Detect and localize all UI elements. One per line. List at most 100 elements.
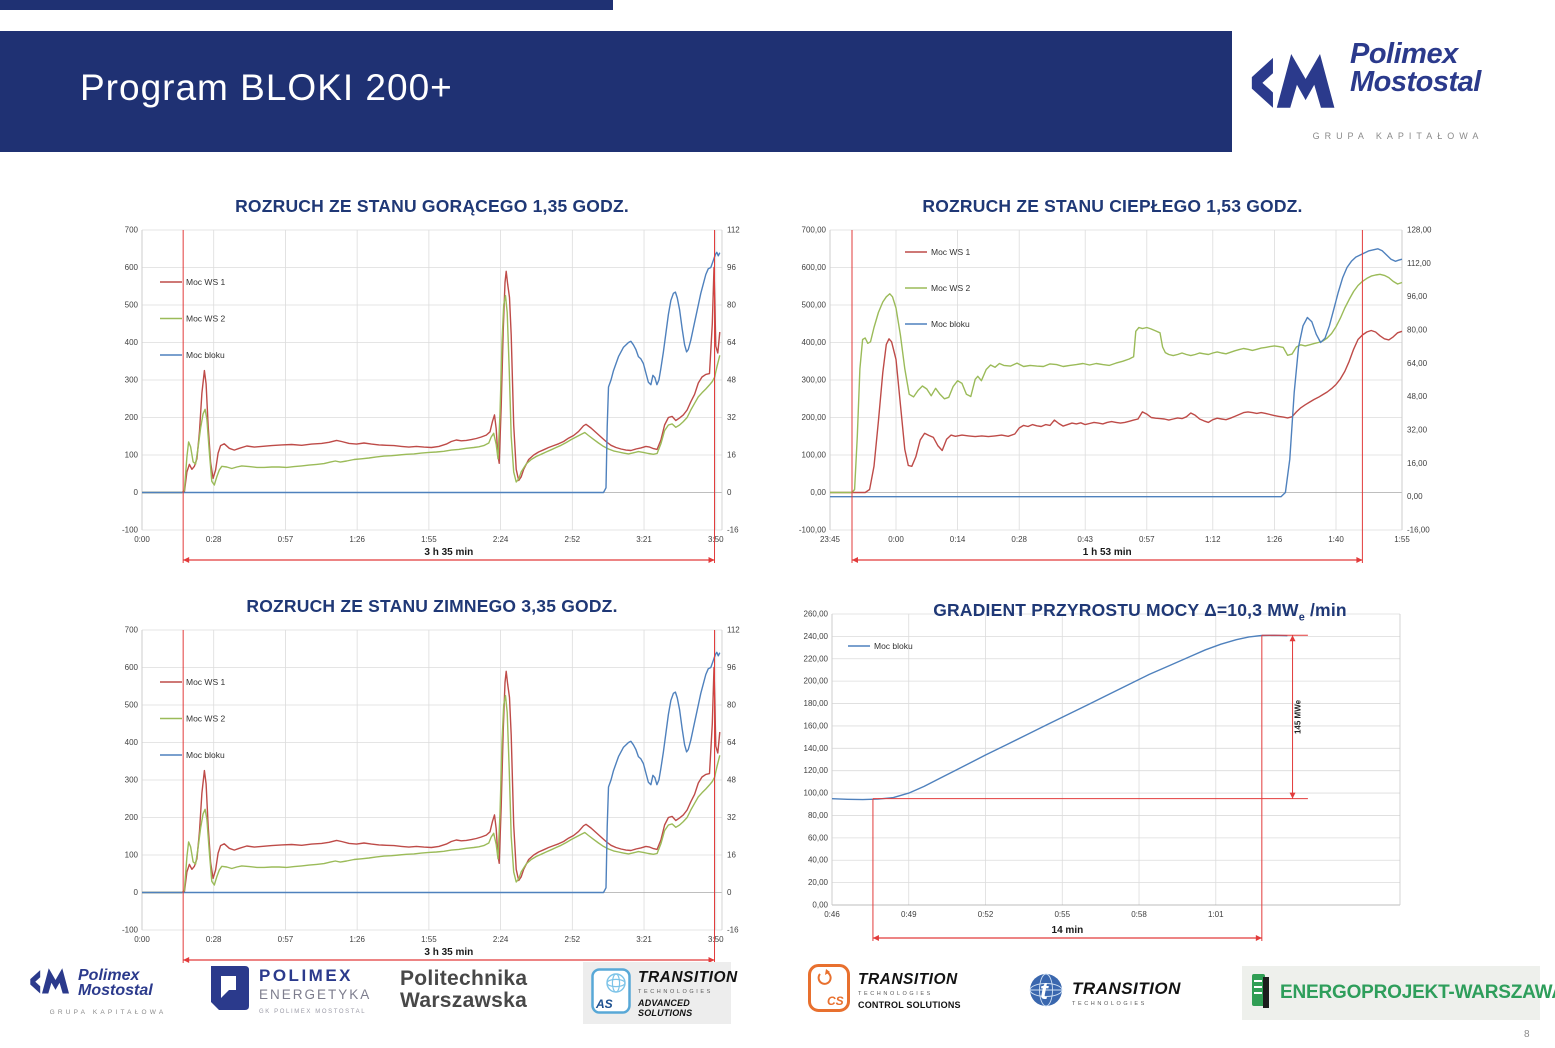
svg-text:0: 0 <box>134 888 139 897</box>
svg-text:64,00: 64,00 <box>1407 359 1428 368</box>
tt-advanced-solutions-icon: AS <box>591 967 631 1019</box>
chart-title: ROZRUCH ZE STANU CIEPŁEGO 1,53 GODZ. <box>922 196 1303 216</box>
brand-subtitle: GRUPA KAPITAŁOWA <box>1312 131 1484 141</box>
footer-ttcs-tech: TECHNOLOGIES <box>858 991 933 997</box>
svg-text:Moc bloku: Moc bloku <box>186 350 225 360</box>
svg-text:0:58: 0:58 <box>1131 910 1147 919</box>
footer-energoprojekt-logo: ENERGOPROJEKT-WARSZAWA SA <box>1242 966 1555 1020</box>
svg-text:500,00: 500,00 <box>802 301 827 310</box>
svg-text:200,00: 200,00 <box>802 413 827 422</box>
page-number: 8 <box>1524 1029 1530 1040</box>
svg-text:112: 112 <box>727 226 740 235</box>
svg-text:0:00: 0:00 <box>134 535 150 544</box>
chart-title: ROZRUCH ZE STANU ZIMNEGO 3,35 GODZ. <box>246 596 618 616</box>
svg-text:1:01: 1:01 <box>1208 910 1224 919</box>
svg-text:100: 100 <box>125 451 139 460</box>
svg-text:0: 0 <box>134 488 139 497</box>
svg-text:3:21: 3:21 <box>636 935 652 944</box>
chart-rozruch-zimny: ROZRUCH ZE STANU ZIMNEGO 3,35 GODZ. 0:00… <box>112 596 752 972</box>
svg-text:16: 16 <box>727 851 736 860</box>
footer-pm-subtitle: GRUPA KAPITAŁOWA <box>49 1009 167 1016</box>
svg-text:600,00: 600,00 <box>802 263 827 272</box>
svg-text:300: 300 <box>125 376 139 385</box>
svg-text:200,00: 200,00 <box>804 677 829 686</box>
chart-gradient-mocy: GRADIENT PRZYROSTU MOCY Δ=10,3 MWe /min … <box>790 600 1435 952</box>
footer-tt-advanced-logo: AS TRANSITION TECHNOLOGIES ADVANCED SOLU… <box>583 962 737 1024</box>
footer-polimex-mostostal-logo: Polimex Mostostal GRUPA KAPITAŁOWA <box>28 962 188 1016</box>
svg-text:64: 64 <box>727 738 736 747</box>
svg-text:112: 112 <box>727 626 740 635</box>
svg-text:700: 700 <box>125 226 139 235</box>
svg-text:80,00: 80,00 <box>1407 326 1428 335</box>
svg-text:180,00: 180,00 <box>804 699 829 708</box>
svg-text:32: 32 <box>727 813 736 822</box>
brand-line1: Polimex <box>1350 38 1458 70</box>
svg-text:100,00: 100,00 <box>804 789 829 798</box>
svg-text:80: 80 <box>727 701 736 710</box>
footer-pe-subtitle: GK POLIMEX MOSTOSTAL <box>259 1009 367 1015</box>
svg-text:14 min: 14 min <box>1052 925 1084 936</box>
title-banner: Program BLOKI 200+ <box>0 31 1232 152</box>
svg-text:1:12: 1:12 <box>1205 535 1221 544</box>
footer-ttcs-division: CONTROL SOLUTIONS <box>858 1000 961 1010</box>
footer-pe-line1: POLIMEX <box>259 966 354 985</box>
svg-text:600: 600 <box>125 263 139 272</box>
footer-pm-line1: Polimex <box>78 966 140 984</box>
footer-pw-line1: Politechnika <box>400 967 528 990</box>
svg-text:32,00: 32,00 <box>1407 426 1428 435</box>
svg-text:220,00: 220,00 <box>804 654 829 663</box>
svg-text:160,00: 160,00 <box>804 721 829 730</box>
svg-text:16,00: 16,00 <box>1407 459 1428 468</box>
tt-globe-icon: t <box>1028 972 1064 1013</box>
footer-politechnika-logo: Politechnika Warszawska <box>400 968 527 1012</box>
footer-ttas-tech: TECHNOLOGIES <box>638 988 713 995</box>
footer-tt-logo: t TRANSITION TECHNOLOGIES <box>1028 972 1181 1013</box>
svg-text:0,00: 0,00 <box>810 488 826 497</box>
svg-text:60,00: 60,00 <box>808 833 829 842</box>
svg-text:400: 400 <box>125 338 139 347</box>
svg-text:3:50: 3:50 <box>708 535 724 544</box>
svg-text:200: 200 <box>125 813 139 822</box>
svg-text:-16: -16 <box>727 526 739 535</box>
svg-text:300: 300 <box>125 776 139 785</box>
svg-text:0:52: 0:52 <box>978 910 994 919</box>
chart-title: ROZRUCH ZE STANU GORĄCEGO 1,35 GODZ. <box>235 196 629 216</box>
svg-text:96: 96 <box>727 663 736 672</box>
polimex-monogram-icon <box>1248 40 1344 123</box>
svg-text:0,00: 0,00 <box>1407 492 1423 501</box>
footer-pm-line2: Mostostal <box>78 981 153 999</box>
svg-text:Moc WS 1: Moc WS 1 <box>931 247 970 257</box>
svg-text:1:26: 1:26 <box>349 935 365 944</box>
svg-text:1 h 53 min: 1 h 53 min <box>1083 547 1132 558</box>
svg-text:96: 96 <box>727 263 736 272</box>
svg-text:128,00: 128,00 <box>1407 226 1432 235</box>
svg-text:1:55: 1:55 <box>421 935 437 944</box>
svg-text:-16,00: -16,00 <box>1407 526 1430 535</box>
svg-text:260,00: 260,00 <box>804 610 829 619</box>
svg-text:48,00: 48,00 <box>1407 392 1428 401</box>
svg-text:1:55: 1:55 <box>421 535 437 544</box>
svg-text:0:57: 0:57 <box>1139 535 1155 544</box>
svg-text:3:21: 3:21 <box>636 535 652 544</box>
svg-text:96,00: 96,00 <box>1407 292 1428 301</box>
svg-text:600: 600 <box>125 663 139 672</box>
svg-text:1:55: 1:55 <box>1394 535 1410 544</box>
svg-text:64: 64 <box>727 338 736 347</box>
svg-text:48: 48 <box>727 776 736 785</box>
svg-text:500: 500 <box>125 301 139 310</box>
svg-text:AS: AS <box>595 997 613 1011</box>
svg-text:3 h 35 min: 3 h 35 min <box>424 947 473 958</box>
svg-text:300,00: 300,00 <box>802 376 827 385</box>
chart-title: GRADIENT PRZYROSTU MOCY Δ=10,3 MWe /min <box>933 600 1347 624</box>
svg-text:-100,00: -100,00 <box>799 526 827 535</box>
chart-rozruch-cieply: ROZRUCH ZE STANU CIEPŁEGO 1,53 GODZ. 23:… <box>790 196 1435 572</box>
svg-text:3:50: 3:50 <box>708 935 724 944</box>
footer-ttas-brand: TRANSITION <box>638 968 738 986</box>
svg-text:1:26: 1:26 <box>1267 535 1283 544</box>
footer-pw-line2: Warszawska <box>400 989 528 1012</box>
svg-text:240,00: 240,00 <box>804 632 829 641</box>
svg-text:Moc WS 2: Moc WS 2 <box>931 283 970 293</box>
svg-text:0:28: 0:28 <box>1011 535 1027 544</box>
svg-text:2:52: 2:52 <box>565 935 581 944</box>
